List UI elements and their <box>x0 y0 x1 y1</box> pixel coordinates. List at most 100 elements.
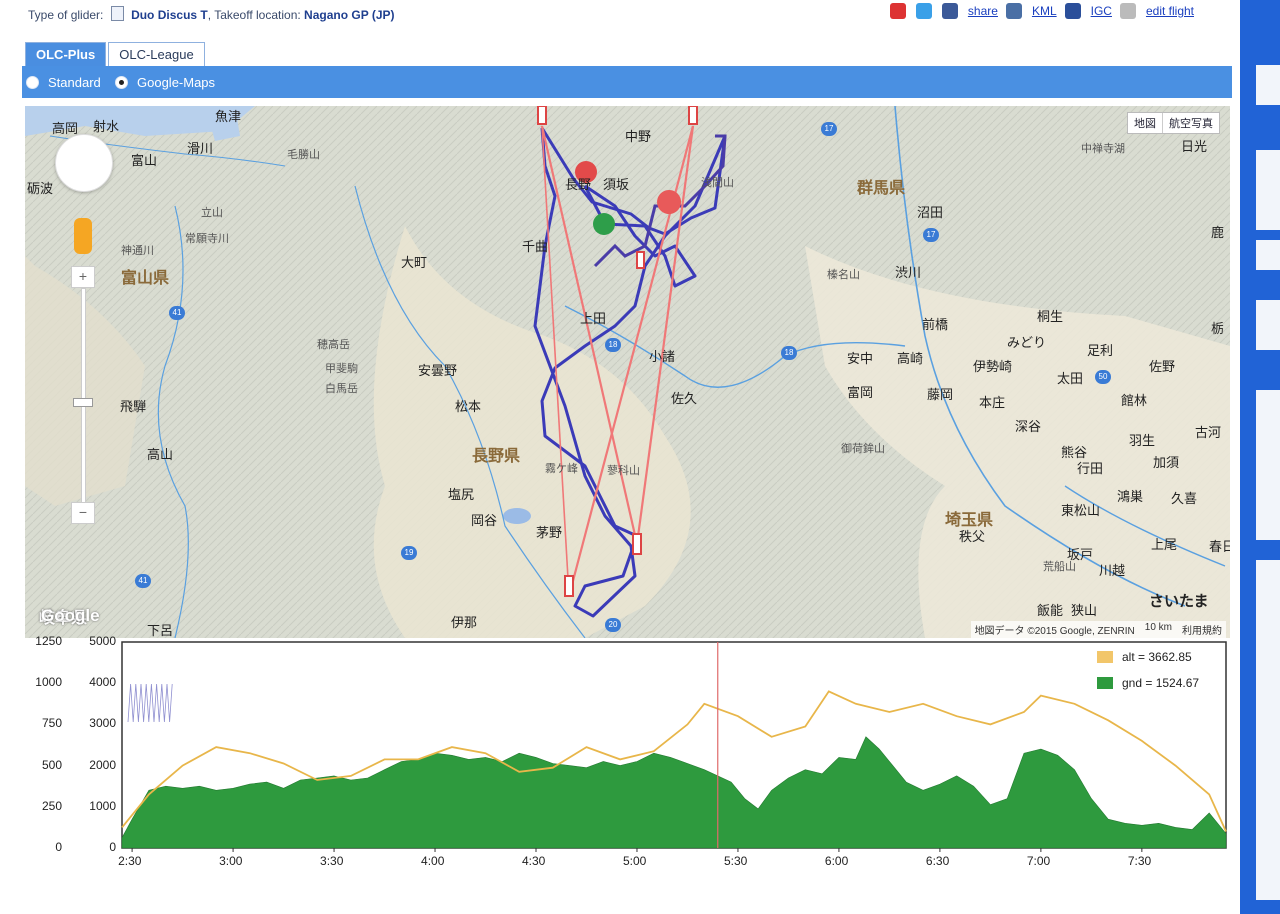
document-icon[interactable] <box>110 6 124 21</box>
map-city: 館林 <box>1121 393 1148 408</box>
y-right-tick-label: 0 <box>109 840 116 854</box>
x-tick-label: 5:30 <box>723 854 748 868</box>
map-city: 神通川 <box>121 245 154 257</box>
map-city: 太田 <box>1057 371 1084 386</box>
map-city: 千曲 <box>522 239 549 254</box>
map-city: 富山 <box>131 153 158 168</box>
map-city: 霧ケ峰 <box>545 463 578 475</box>
radio-google-maps[interactable]: Google-Maps <box>115 75 215 90</box>
map-city: 大町 <box>401 255 428 270</box>
map-city: 沼田 <box>917 205 944 220</box>
right-sidebar-strip <box>1240 0 1280 914</box>
glider-label: Type of glider: <box>28 8 104 22</box>
map-city: 川越 <box>1099 563 1126 578</box>
map-label-nagano-pref: 長野県 <box>472 448 521 465</box>
kml-icon[interactable] <box>1005 3 1022 19</box>
route-shield: 18 <box>781 346 797 360</box>
igc-link[interactable]: IGC <box>1090 4 1112 18</box>
map-button-map[interactable]: 地図 <box>1134 118 1156 130</box>
radio-google-maps-label: Google-Maps <box>137 75 216 90</box>
altitude-chart-svg[interactable] <box>0 636 1240 876</box>
map-city: 上尾 <box>1151 537 1178 552</box>
y-right-tick-label: 2000 <box>89 757 116 772</box>
map-scale: 10 km <box>1144 622 1172 633</box>
takeoff-value: Nagano GP (JP) <box>304 8 395 22</box>
map-city: 前橋 <box>922 317 949 332</box>
map-city: 足利 <box>1087 343 1114 358</box>
map-city: 日光 <box>1181 139 1208 154</box>
route-shield: 19 <box>401 546 417 560</box>
map-label-gifu-pref: 岐阜県 <box>39 610 88 627</box>
twitter-icon[interactable] <box>915 3 932 19</box>
legend-gnd-label: gnd = 1524.67 <box>1122 676 1200 690</box>
map-city: 榛名山 <box>827 269 860 281</box>
map-city: 砺波 <box>27 181 54 196</box>
x-tick-label: 7:00 <box>1026 854 1051 868</box>
map-city: 秩父 <box>959 529 986 544</box>
x-tick-label: 7:30 <box>1127 854 1152 868</box>
radio-standard[interactable]: Standard <box>26 75 101 90</box>
terms-link[interactable]: 利用規約 <box>1182 626 1222 637</box>
pan-control[interactable] <box>55 134 113 192</box>
map-city: 甲斐駒 <box>325 363 358 375</box>
map-city: 佐野 <box>1149 359 1176 374</box>
kml-link[interactable]: KML <box>1031 4 1057 18</box>
map-type-bar: Standard Google-Maps <box>22 66 1232 98</box>
zoom-in-button[interactable]: + <box>71 266 95 288</box>
map-city: 渋川 <box>895 265 922 280</box>
map-city: 常願寺川 <box>185 233 229 245</box>
glider-info: Type of glider: Duo Discus T, Takeoff lo… <box>28 6 395 22</box>
map-city: 本庄 <box>979 395 1006 410</box>
edit-icon[interactable] <box>1119 3 1136 19</box>
zoom-slider-rail[interactable] <box>81 288 86 504</box>
chart-legend: alt = 3662.85 gnd = 1524.67 <box>1097 650 1199 702</box>
legend-gnd-swatch <box>1097 677 1113 689</box>
map-city: 小諸 <box>649 349 676 364</box>
y-left-tick-label: 0 <box>55 840 62 854</box>
flight-header: Type of glider: Duo Discus T, Takeoff lo… <box>0 0 1240 30</box>
edit-flight-link[interactable]: edit flight <box>1145 4 1194 18</box>
x-tick-label: 6:30 <box>925 854 950 868</box>
map-city: 中野 <box>625 129 652 144</box>
share-link[interactable]: share <box>967 4 998 18</box>
map-city: 加須 <box>1153 455 1180 470</box>
tab-olc-plus[interactable]: OLC-Plus <box>25 42 107 67</box>
map-city: 射水 <box>93 119 120 134</box>
flight-map[interactable]: 富山県 群馬県 長野県 埼玉県 岐阜県 高岡 射水 富山 滑川 魚津 砺波 神通… <box>25 106 1230 638</box>
map-city: 藤岡 <box>927 387 954 402</box>
map-city: 毛勝山 <box>287 149 320 161</box>
takeoff-label: , Takeoff location: <box>207 8 301 22</box>
radio-standard-dot[interactable] <box>26 76 39 89</box>
map-city: 立山 <box>201 207 223 219</box>
x-tick-label: 2:30 <box>118 854 142 868</box>
radio-google-maps-dot[interactable] <box>115 76 128 89</box>
map-city: 岡谷 <box>471 513 498 528</box>
zoom-slider-thumb[interactable] <box>73 398 93 407</box>
legend-alt-label: alt = 3662.85 <box>1122 650 1192 664</box>
street-view-pegman-icon[interactable] <box>74 218 92 254</box>
map-city: 魚津 <box>215 109 242 124</box>
legend-alt: alt = 3662.85 <box>1097 650 1199 664</box>
legend-gnd: gnd = 1524.67 <box>1097 676 1199 690</box>
facebook-icon[interactable] <box>941 3 958 19</box>
map-city: 下呂 <box>147 623 174 638</box>
y-left-tick-label: 1250 <box>35 634 62 648</box>
altitude-chart[interactable]: 0 250 500 750 1000 1250 0 1000 2000 3000 4000 5000… <box>0 634 1240 876</box>
map-city: 上田 <box>580 311 607 326</box>
map-city: 穂高岳 <box>317 339 350 351</box>
star-icon[interactable] <box>889 3 906 19</box>
map-button-aerial[interactable]: 航空写真 <box>1162 113 1219 133</box>
igc-icon[interactable] <box>1064 3 1081 19</box>
series-alt-line <box>121 690 1227 832</box>
map-city: 深谷 <box>1015 419 1042 434</box>
map-city: 荒船山 <box>1043 561 1076 573</box>
flight-track <box>533 106 727 618</box>
radio-standard-label: Standard <box>48 75 101 90</box>
tab-olc-league[interactable]: OLC-League <box>108 42 205 67</box>
map-city: 行田 <box>1077 461 1104 476</box>
y-left-tick-label: 750 <box>41 716 62 731</box>
y-right-tick-label: 3000 <box>89 716 116 731</box>
zoom-out-button[interactable]: − <box>71 502 95 524</box>
google-logo: Google <box>41 606 100 625</box>
map-city: 坂戸 <box>1067 547 1094 562</box>
